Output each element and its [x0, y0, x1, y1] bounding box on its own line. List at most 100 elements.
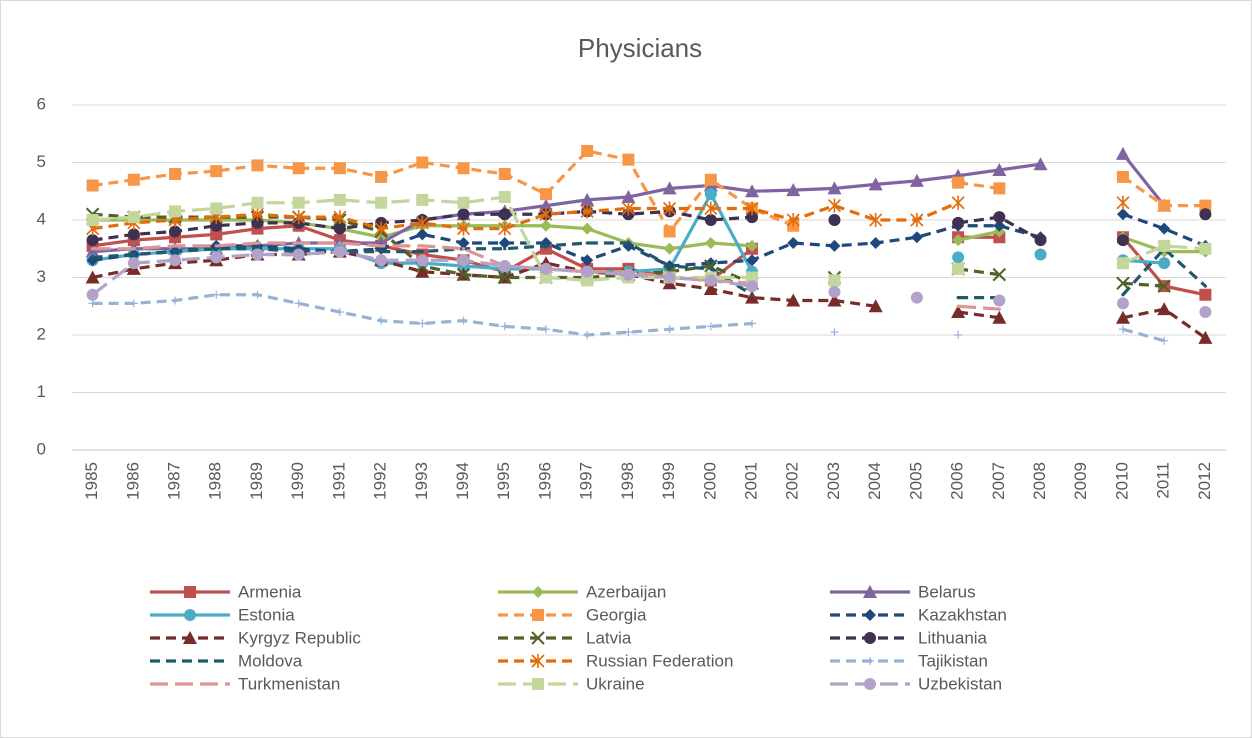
marker	[500, 322, 509, 331]
marker	[1158, 257, 1171, 270]
marker	[910, 291, 923, 304]
marker	[993, 219, 1006, 232]
marker	[86, 288, 99, 301]
legend-label: Tajikistan	[918, 651, 988, 670]
point	[214, 244, 218, 248]
marker	[787, 237, 800, 249]
point	[91, 255, 95, 259]
point	[173, 244, 177, 248]
marker	[786, 183, 801, 197]
series-line	[92, 241, 1207, 300]
marker	[748, 319, 757, 328]
marker	[746, 211, 759, 224]
marker	[952, 216, 965, 229]
x-tick-label: 2007	[989, 462, 1008, 500]
marker	[251, 196, 264, 209]
marker	[622, 153, 635, 166]
marker	[418, 319, 427, 328]
marker	[706, 322, 715, 331]
marker	[992, 310, 1007, 324]
marker	[539, 271, 552, 284]
marker	[622, 268, 635, 281]
marker	[86, 179, 99, 192]
marker	[456, 221, 471, 236]
marker	[951, 305, 966, 318]
marker	[498, 270, 512, 285]
point	[338, 241, 342, 245]
x-tick-label: 1999	[659, 462, 678, 500]
marker	[169, 205, 182, 218]
x-tick-label: 2000	[700, 462, 719, 500]
marker	[375, 254, 388, 267]
marker	[212, 290, 221, 299]
legend-label: Lithuania	[918, 628, 988, 647]
point	[626, 241, 630, 245]
marker	[416, 254, 429, 267]
point	[379, 250, 383, 254]
marker	[539, 207, 553, 222]
marker	[416, 193, 429, 206]
marker	[1118, 325, 1127, 334]
point	[91, 247, 95, 251]
x-tick-label: 2009	[1071, 462, 1090, 500]
marker	[459, 316, 468, 325]
marker	[171, 296, 180, 305]
marker	[621, 190, 636, 203]
marker	[580, 204, 594, 219]
legend-label: Kyrgyz Republic	[238, 628, 361, 647]
marker	[250, 207, 265, 222]
point	[956, 296, 960, 300]
marker	[210, 251, 223, 264]
marker	[335, 308, 344, 316]
marker	[169, 254, 182, 267]
marker	[183, 631, 197, 644]
marker	[910, 213, 924, 227]
marker	[910, 231, 923, 244]
marker	[1116, 276, 1130, 290]
y-tick-label: 6	[37, 94, 46, 113]
marker	[581, 265, 594, 278]
marker	[333, 193, 346, 206]
marker	[1033, 157, 1048, 171]
x-tick-label: 1986	[123, 462, 142, 500]
marker	[581, 222, 594, 235]
marker	[333, 210, 347, 225]
point	[1121, 293, 1125, 297]
chart-title: Physicians	[578, 33, 702, 63]
marker	[498, 260, 511, 272]
x-tick-label: 1991	[329, 462, 348, 500]
point	[668, 264, 672, 268]
point	[297, 241, 301, 245]
x-tick-label: 1994	[453, 462, 472, 500]
legend-label: Latvia	[586, 628, 632, 647]
x-tick-label: 1997	[577, 462, 596, 500]
y-tick-label: 3	[37, 267, 46, 286]
marker	[1158, 199, 1171, 212]
point	[420, 244, 424, 248]
marker	[539, 188, 552, 201]
marker	[1199, 288, 1212, 301]
marker	[251, 216, 264, 229]
marker	[251, 159, 264, 172]
marker	[580, 192, 595, 206]
marker	[830, 328, 839, 337]
marker	[1116, 297, 1129, 310]
marker	[1199, 242, 1212, 255]
marker	[539, 219, 552, 232]
marker	[663, 271, 676, 284]
point	[132, 252, 136, 257]
marker	[746, 280, 759, 293]
marker	[498, 237, 511, 249]
marker	[1116, 257, 1129, 270]
marker	[415, 264, 430, 278]
y-tick-label: 5	[37, 152, 46, 171]
marker	[86, 214, 99, 226]
marker	[993, 294, 1006, 307]
marker	[1158, 222, 1171, 235]
marker	[704, 274, 717, 287]
x-tick-label: 1985	[82, 462, 101, 500]
x-tick-label: 2006	[948, 462, 967, 500]
marker	[1199, 199, 1212, 212]
marker	[662, 181, 677, 195]
